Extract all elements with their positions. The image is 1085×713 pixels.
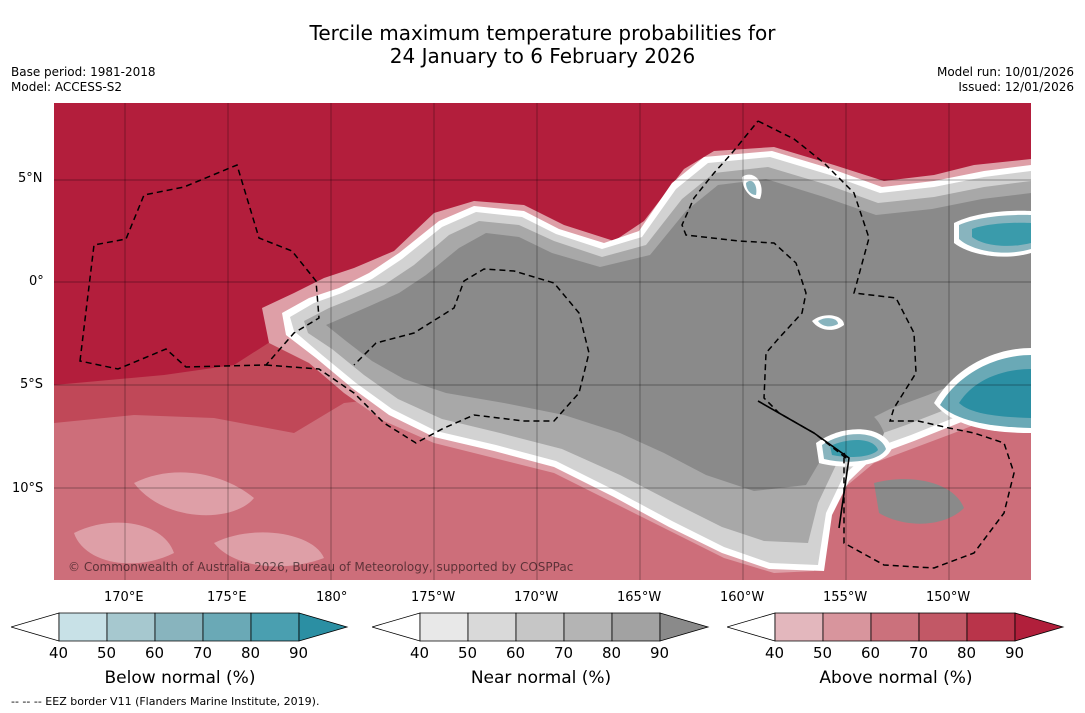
colorbar-under-triangle [11,612,60,642]
model-name: Model: ACCESS-S2 [11,80,123,94]
colorbar-below-ticks: 40 50 60 70 80 90 [11,644,349,664]
title-line-2: 24 January to 6 February 2026 [389,44,696,68]
copyright-text: © Commonwealth of Australia 2026, Bureau… [68,560,573,574]
base-period: Base period: 1981-2018 [11,65,156,79]
lon-label-180: 180° [316,590,348,605]
colorbar-segment [870,612,920,642]
colorbar-segment [467,612,517,642]
below-normal-patch-small-2-core [746,180,757,195]
cb-below-tick-50: 50 [97,644,117,662]
cb-near-tick-70: 70 [554,644,574,662]
map-title: Tercile maximum temperature probabilitie… [0,22,1085,68]
colorbar-segment [563,612,613,642]
lon-label-160w: 160°W [720,590,765,605]
eez-footnote: -- -- -- EEZ border V11 (Flanders Marine… [11,695,320,708]
colorbar-segment [58,612,108,642]
cb-above-tick-40: 40 [765,644,785,662]
model-run: Model run: 10/01/2026 [936,65,1074,79]
colorbar-under-triangle [727,612,776,642]
colorbar-segment [202,612,252,642]
colorbar-over-triangle [659,612,710,642]
colorbar-segment [822,612,872,642]
above-normal-pale-patches [74,472,324,567]
colorbar-above-ticks: 40 50 60 70 80 90 [727,644,1065,664]
colorbar-above-title: Above normal (%) [819,668,973,688]
near-normal-dark-patch [789,399,964,524]
cb-above-tick-60: 60 [861,644,881,662]
cb-near-tick-90: 90 [650,644,670,662]
cb-above-tick-70: 70 [909,644,929,662]
meta-right: Model run: 10/01/2026 Issued: 12/01/2026 [937,65,1074,95]
cb-near-tick-50: 50 [458,644,478,662]
lon-label-175e: 175°E [207,590,247,605]
title-line-1: Tercile maximum temperature probabilitie… [309,21,776,45]
colorbar-near-normal [372,612,710,642]
colorbar-below-normal [11,612,349,642]
colorbar-segment [918,612,968,642]
cb-above-tick-80: 80 [957,644,977,662]
lat-label-10s: 10°S [12,481,44,496]
colorbar-segment [250,612,300,642]
lat-label-5n: 5°N [18,171,43,186]
colorbar-segment [966,612,1016,642]
lon-label-155w: 155°W [823,590,868,605]
lon-label-150w: 150°W [926,590,971,605]
below-normal-patch-east-north-core [972,222,1031,246]
cb-near-tick-60: 60 [506,644,526,662]
lon-label-165w: 165°W [617,590,662,605]
probability-map: © Commonwealth of Australia 2026, Bureau… [54,103,1031,580]
eez-border-solid [757,400,850,529]
colorbar-segment [611,612,661,642]
cb-below-tick-60: 60 [145,644,165,662]
colorbar-segment [106,612,156,642]
colorbar-below-title: Below normal (%) [104,668,256,688]
cb-above-tick-50: 50 [813,644,833,662]
cb-near-tick-80: 80 [602,644,622,662]
below-normal-patch-east-south-core [959,369,1031,418]
colorbar-segment [774,612,824,642]
cb-above-tick-90: 90 [1005,644,1025,662]
issued-date: Issued: 12/01/2026 [958,80,1074,94]
cb-below-tick-70: 70 [193,644,213,662]
graticule [54,103,1031,580]
below-normal-patch-small-1-core [818,318,838,327]
lat-label-0: 0° [29,274,44,289]
colorbar-segment [154,612,204,642]
colorbar-segment [419,612,469,642]
cb-below-tick-80: 80 [241,644,261,662]
colorbar-over-triangle [298,612,349,642]
meta-left: Base period: 1981-2018 Model: ACCESS-S2 [11,65,156,95]
lon-label-170e: 170°E [104,590,144,605]
cb-near-tick-40: 40 [410,644,430,662]
colorbar-near-ticks: 40 50 60 70 80 90 [372,644,710,664]
eez-borders [79,120,1015,569]
colorbar-over-triangle [1014,612,1065,642]
lon-label-175w: 175°W [411,590,456,605]
colorbar-near-title: Near normal (%) [470,668,612,688]
colorbar-under-triangle [372,612,421,642]
cb-below-tick-90: 90 [289,644,309,662]
cb-below-tick-40: 40 [49,644,69,662]
lat-label-5s: 5°S [20,377,44,392]
lon-label-170w: 170°W [514,590,559,605]
colorbar-above-normal [727,612,1065,642]
colorbar-segment [515,612,565,642]
